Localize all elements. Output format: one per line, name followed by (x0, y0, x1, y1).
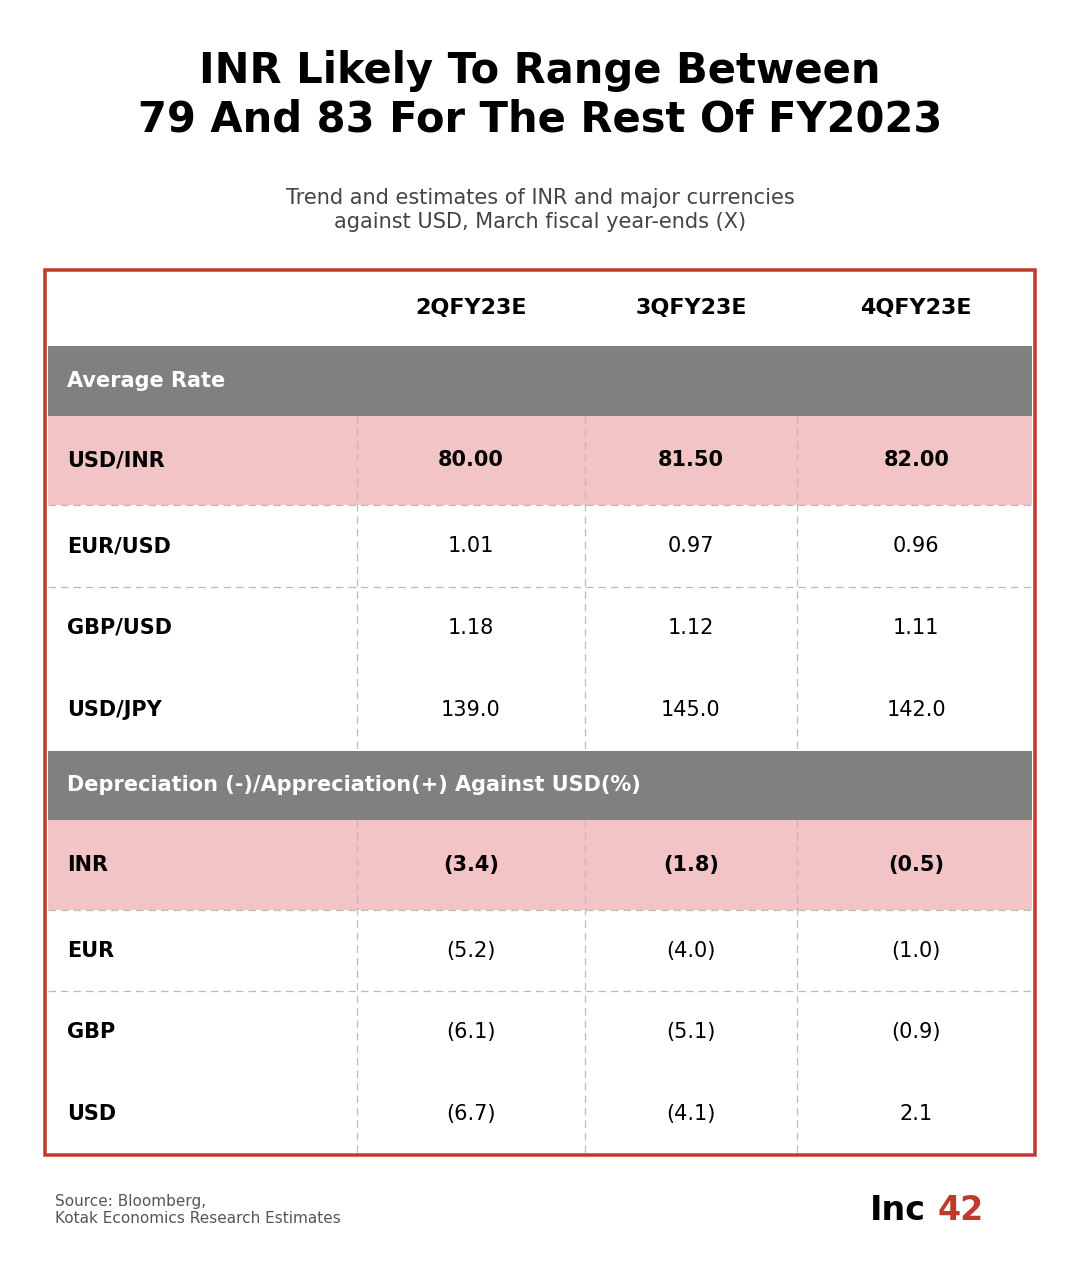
Text: 80.00: 80.00 (437, 450, 503, 471)
Text: 142.0: 142.0 (887, 699, 946, 720)
Bar (48, 1074, 1032, 1155)
Bar (48, 991, 1032, 1074)
Text: (3.4): (3.4) (443, 855, 499, 874)
Bar (48, 346, 1032, 416)
Text: INR Likely To Range Between
79 And 83 For The Rest Of FY2023: INR Likely To Range Between 79 And 83 Fo… (138, 49, 942, 141)
Text: (0.5): (0.5) (888, 855, 944, 874)
Text: 3QFY23E: 3QFY23E (635, 298, 746, 319)
Text: 1.11: 1.11 (893, 618, 940, 638)
Bar (48, 910, 1032, 991)
Text: Trend and estimates of INR and major currencies
against USD, March fiscal year-e: Trend and estimates of INR and major cur… (285, 188, 795, 232)
Text: (6.7): (6.7) (446, 1104, 496, 1124)
Text: 0.97: 0.97 (667, 536, 714, 556)
Text: Average Rate: Average Rate (67, 371, 226, 391)
Bar (48, 669, 1032, 750)
Text: (5.1): (5.1) (666, 1023, 716, 1042)
Text: 82.00: 82.00 (883, 450, 949, 471)
Text: 1.18: 1.18 (447, 618, 494, 638)
Text: 145.0: 145.0 (661, 699, 720, 720)
Bar (48, 750, 1032, 820)
Text: Depreciation (-)/Appreciation(+) Against USD(%): Depreciation (-)/Appreciation(+) Against… (67, 775, 640, 796)
Text: (6.1): (6.1) (446, 1023, 496, 1042)
Text: USD/INR: USD/INR (67, 450, 165, 471)
Text: Inc: Inc (870, 1194, 926, 1227)
Text: 0.96: 0.96 (893, 536, 940, 556)
Text: (4.1): (4.1) (666, 1104, 716, 1124)
Bar (48, 270, 1032, 346)
Text: GBP: GBP (67, 1023, 116, 1042)
Text: INR: INR (67, 855, 108, 874)
Text: GBP/USD: GBP/USD (67, 618, 172, 638)
Text: 139.0: 139.0 (441, 699, 500, 720)
Text: 81.50: 81.50 (658, 450, 724, 471)
Text: 2.1: 2.1 (900, 1104, 933, 1124)
Text: (0.9): (0.9) (891, 1023, 941, 1042)
Bar (48, 820, 1032, 910)
Text: EUR: EUR (67, 940, 114, 961)
Text: (4.0): (4.0) (666, 940, 716, 961)
Text: 4QFY23E: 4QFY23E (861, 298, 972, 319)
Text: 1.01: 1.01 (447, 536, 494, 556)
Text: (1.8): (1.8) (663, 855, 719, 874)
Bar (48, 588, 1032, 669)
Bar (48, 505, 1032, 588)
Text: EUR/USD: EUR/USD (67, 536, 171, 556)
Text: Source: Bloomberg,
Kotak Economics Research Estimates: Source: Bloomberg, Kotak Economics Resea… (55, 1194, 341, 1226)
Text: (5.2): (5.2) (446, 940, 496, 961)
Text: (1.0): (1.0) (891, 940, 941, 961)
Text: 2QFY23E: 2QFY23E (415, 298, 526, 319)
Bar (48, 416, 1032, 505)
Text: 1.12: 1.12 (667, 618, 714, 638)
Text: USD/JPY: USD/JPY (67, 699, 162, 720)
Text: 42: 42 (939, 1194, 984, 1227)
Text: USD: USD (67, 1104, 117, 1124)
